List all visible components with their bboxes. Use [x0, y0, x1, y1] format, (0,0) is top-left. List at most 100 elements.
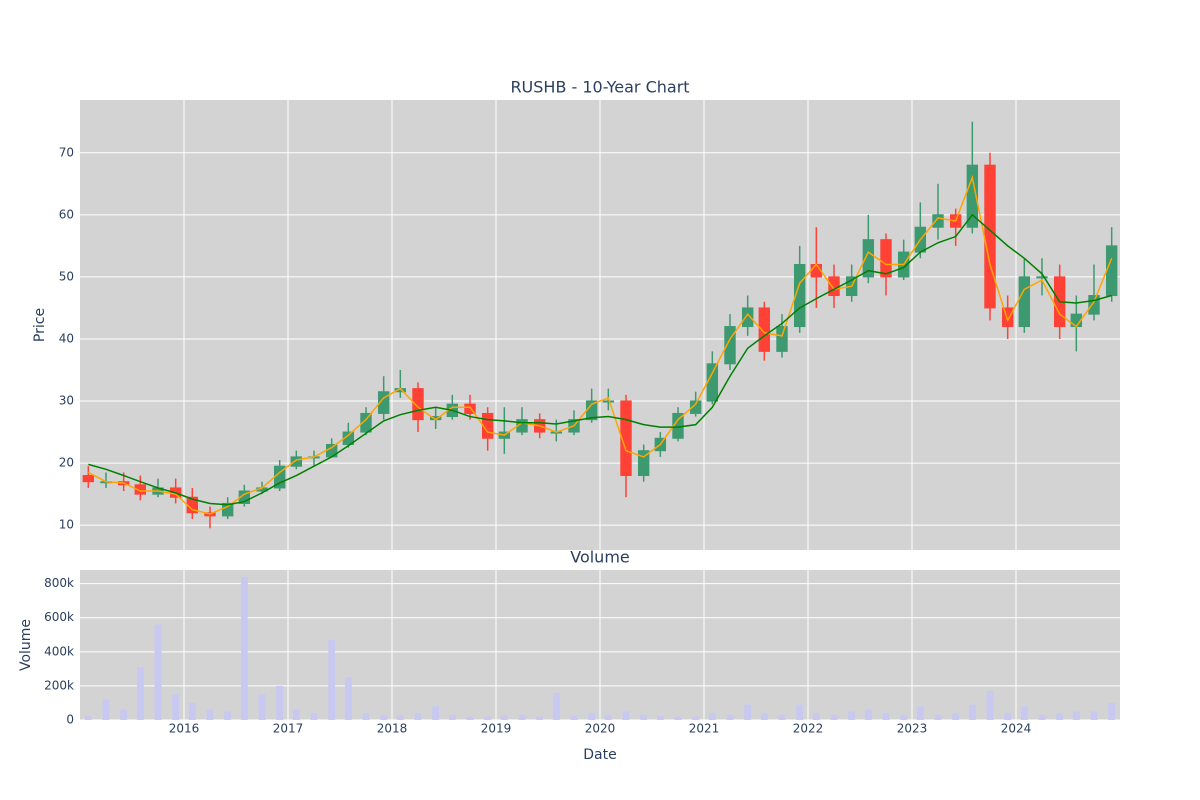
volume-bar: [640, 714, 648, 720]
volume-bar: [84, 715, 92, 720]
candle-body: [724, 326, 736, 365]
volume-bar: [900, 714, 908, 720]
volume-bar: [154, 624, 162, 720]
candle-body: [966, 164, 979, 228]
volume-bar: [934, 714, 942, 720]
candle-body: [602, 400, 615, 403]
volume-bar: [622, 711, 630, 720]
volume-bar: [656, 715, 664, 720]
candle-body: [637, 450, 650, 477]
candle-body: [360, 412, 372, 433]
x-tick-label: 2023: [897, 722, 928, 736]
candle-body: [706, 363, 719, 402]
volume-bar: [1004, 713, 1012, 720]
volume-bar: [674, 716, 682, 720]
candle-body: [1036, 276, 1048, 279]
candle-body: [134, 484, 147, 495]
volume-bar: [240, 576, 248, 720]
candle-body: [1088, 295, 1100, 315]
volume-bar: [432, 706, 440, 720]
volume-bar: [830, 714, 838, 720]
candle-body: [620, 400, 632, 477]
volume-bar: [448, 714, 456, 720]
volume-bar: [224, 711, 232, 720]
volume-bar: [882, 713, 890, 720]
x-tick-label: 2017: [273, 722, 304, 736]
volume-bar: [744, 704, 752, 720]
volume-bar: [414, 713, 422, 720]
volume-bar: [188, 702, 196, 720]
y-tick-label: 400k: [44, 644, 74, 658]
candle-body: [758, 307, 771, 352]
volume-bar: [1020, 706, 1028, 720]
volume-bar: [136, 667, 144, 720]
volume-bar: [778, 714, 786, 720]
x-tick-label: 2024: [1001, 722, 1032, 736]
volume-bar: [916, 706, 924, 720]
volume-bar: [726, 714, 734, 720]
volume-bar: [362, 713, 370, 720]
volume-bar: [1072, 711, 1080, 720]
candle-body: [290, 456, 303, 467]
y-tick-label: 20: [59, 456, 74, 470]
volume-bar: [500, 714, 508, 720]
volume-bar: [708, 713, 716, 720]
volume-bar: [692, 716, 700, 720]
volume-bar: [986, 691, 994, 720]
moving-average: [87, 174, 1113, 515]
candle-body: [1001, 307, 1014, 328]
x-tick-label: 2021: [689, 722, 720, 736]
candle-body: [828, 276, 840, 297]
x-tick-label: 2020: [585, 722, 616, 736]
volume-bar: [102, 699, 110, 720]
volume-bar: [864, 709, 872, 720]
candle-body: [776, 326, 788, 352]
volume-bar: [848, 711, 856, 720]
volume-bar: [380, 714, 388, 720]
volume-bar: [328, 639, 336, 720]
y-tick-label: 10: [59, 518, 74, 532]
y-tick-label: 50: [59, 269, 74, 283]
x-tick-label: 2016: [169, 722, 200, 736]
volume-bar: [1108, 702, 1116, 720]
candle-body: [793, 263, 806, 328]
volume-bar: [466, 716, 474, 720]
volume-bar: [344, 677, 352, 720]
moving-average: [88, 213, 1112, 506]
candle-body: [932, 214, 944, 228]
candle-body: [741, 307, 754, 328]
y-tick-label: 600k: [44, 610, 74, 624]
volume-bar: [120, 709, 128, 720]
volume-bar: [968, 704, 976, 720]
chart-title: RUSHB - 10-Year Chart: [510, 78, 689, 97]
candle-body: [377, 391, 390, 414]
candle-body: [689, 400, 702, 414]
volume-bar: [484, 716, 492, 720]
y-tick-label: 70: [59, 145, 74, 159]
volume-bar: [812, 713, 820, 720]
volume-bar: [536, 716, 544, 720]
volume-bar: [206, 709, 214, 720]
volume-bar: [1090, 711, 1098, 720]
volume-bar: [588, 713, 596, 720]
volume-bar: [276, 685, 284, 720]
y-tick-label: 60: [59, 207, 74, 221]
candle-body: [984, 164, 996, 309]
y-tick-label: 40: [59, 331, 74, 345]
volume-bar: [172, 694, 180, 720]
volume-bar: [258, 694, 266, 720]
candle-body: [464, 403, 476, 414]
volume-bar: [760, 713, 768, 720]
subplot-title: Volume: [570, 548, 630, 567]
candle-body: [862, 239, 875, 278]
candle-body: [221, 502, 234, 517]
x-tick-label: 2022: [793, 722, 824, 736]
volume-bar: [518, 714, 526, 720]
y-tick-label: 0: [66, 713, 74, 727]
candle-body: [1018, 276, 1031, 328]
candle-body: [82, 475, 95, 483]
volume-bar: [1038, 714, 1046, 720]
candle-body: [412, 388, 424, 421]
y-tick-label: 200k: [44, 678, 74, 692]
